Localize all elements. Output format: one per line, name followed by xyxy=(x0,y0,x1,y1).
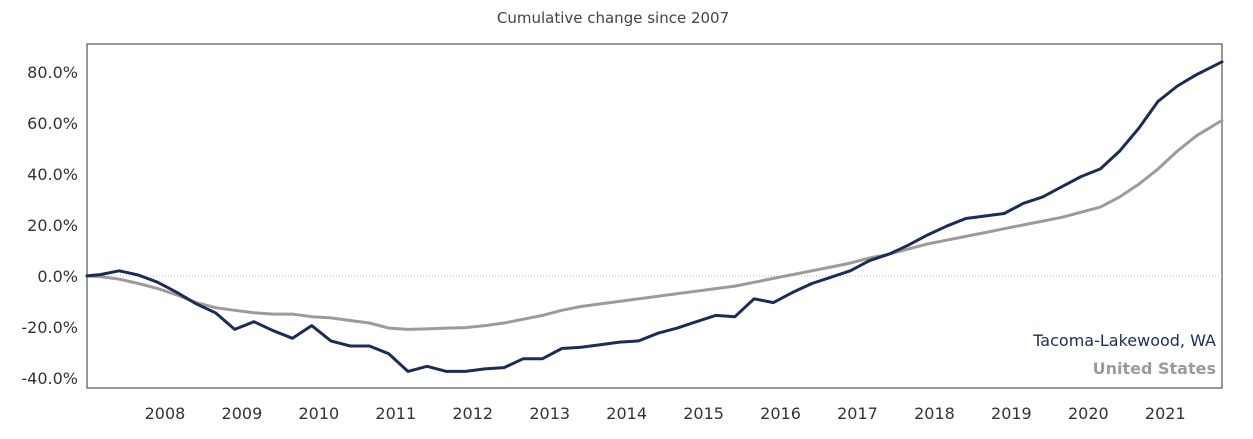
y-axis: -40.0% -20.0% 0.0% 20.0% 40.0% 60.0% 80.0% xyxy=(21,63,78,388)
x-tick-label: 2018 xyxy=(914,404,955,423)
x-tick-label: 2021 xyxy=(1145,404,1186,423)
x-tick-label: 2012 xyxy=(452,404,493,423)
legend-entry-united-states: United States xyxy=(1093,359,1216,378)
x-tick-label: 2020 xyxy=(1068,404,1109,423)
x-tick-label: 2009 xyxy=(222,404,263,423)
y-tick-label: -40.0% xyxy=(21,369,78,388)
chart-title: Cumulative change since 2007 xyxy=(497,9,729,27)
x-tick-label: 2019 xyxy=(991,404,1032,423)
y-tick-label: 60.0% xyxy=(27,114,78,133)
x-tick-label: 2010 xyxy=(298,404,339,423)
x-tick-label: 2014 xyxy=(606,404,647,423)
x-tick-label: 2016 xyxy=(760,404,801,423)
series-line-united-states xyxy=(85,118,1224,331)
legend-entry-tacoma-lakewood: Tacoma-Lakewood, WA xyxy=(1032,331,1216,350)
plot-area-frame xyxy=(86,43,1223,389)
y-tick-label: 0.0% xyxy=(37,267,78,286)
y-tick-label: 80.0% xyxy=(27,63,78,82)
x-tick-label: 2013 xyxy=(529,404,570,423)
series-lines xyxy=(85,60,1224,373)
x-tick-label: 2017 xyxy=(837,404,878,423)
x-axis: 2008 2009 2010 2011 2012 2013 2014 2015 2016 2017… xyxy=(145,404,1186,423)
y-tick-label: 20.0% xyxy=(27,216,78,235)
series-line-tacoma-lakewood xyxy=(85,60,1224,373)
x-tick-label: 2011 xyxy=(375,404,416,423)
x-tick-label: 2015 xyxy=(683,404,724,423)
x-tick-label: 2008 xyxy=(145,404,186,423)
y-tick-label: -20.0% xyxy=(21,318,78,337)
y-tick-label: 40.0% xyxy=(27,165,78,184)
